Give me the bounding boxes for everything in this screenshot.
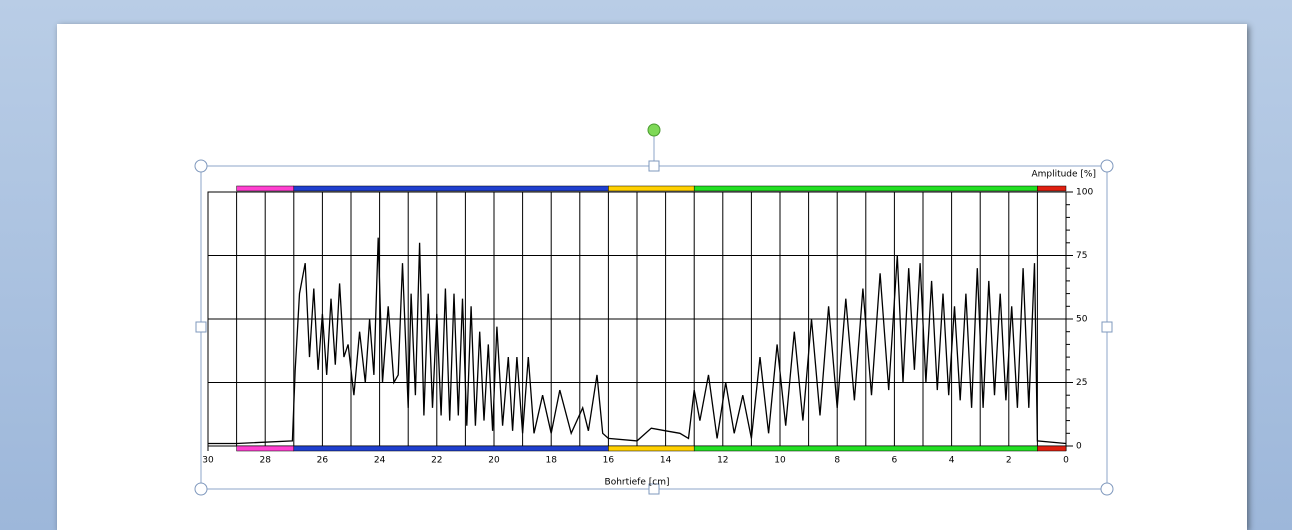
x-tick-label: 4 [949,456,955,466]
zone-band [236,185,295,192]
x-tick-label: 14 [660,456,672,466]
x-tick-label: 20 [488,456,500,466]
zone-band [293,445,609,452]
handle[interactable] [648,160,660,172]
y-axis-title: Amplitude [%] [1031,170,1096,180]
x-tick-label: 26 [317,456,329,466]
zone-band [693,445,1038,452]
x-tick-label: 0 [1063,456,1069,466]
x-axis-title: Bohrtiefe [cm] [605,478,670,488]
zone-band [608,185,695,192]
y-tick-label: 50 [1076,315,1088,325]
zone-band [693,185,1038,192]
handle[interactable] [1100,482,1114,496]
x-tick-label: 6 [892,456,898,466]
zone-band [293,185,609,192]
handle[interactable] [648,483,660,495]
x-tick-label: 2 [1006,456,1012,466]
x-tick-label: 24 [374,456,386,466]
handle[interactable] [195,321,207,333]
x-tick-label: 22 [431,456,442,466]
zone-band [1037,445,1067,452]
x-tick-label: 18 [545,456,557,466]
y-tick-label: 0 [1076,442,1082,452]
handle[interactable] [1101,321,1113,333]
x-tick-label: 28 [259,456,271,466]
y-tick-label: 75 [1076,251,1087,261]
data-line [208,237,1067,445]
y-tick-label: 25 [1076,378,1087,388]
zone-band [1037,185,1067,192]
rotation-handle[interactable] [647,123,661,137]
zone-band [236,445,295,452]
x-tick-label: 12 [717,456,728,466]
resize-handles [194,159,1114,496]
handle[interactable] [194,482,208,496]
handle[interactable] [1100,159,1114,173]
x-tick-label: 30 [202,456,214,466]
y-tick-label: 100 [1076,188,1093,198]
zone-band [608,445,695,452]
handle[interactable] [194,159,208,173]
x-tick-label: 16 [603,456,615,466]
x-tick-label: 8 [834,456,840,466]
x-tick-label: 10 [774,456,786,466]
